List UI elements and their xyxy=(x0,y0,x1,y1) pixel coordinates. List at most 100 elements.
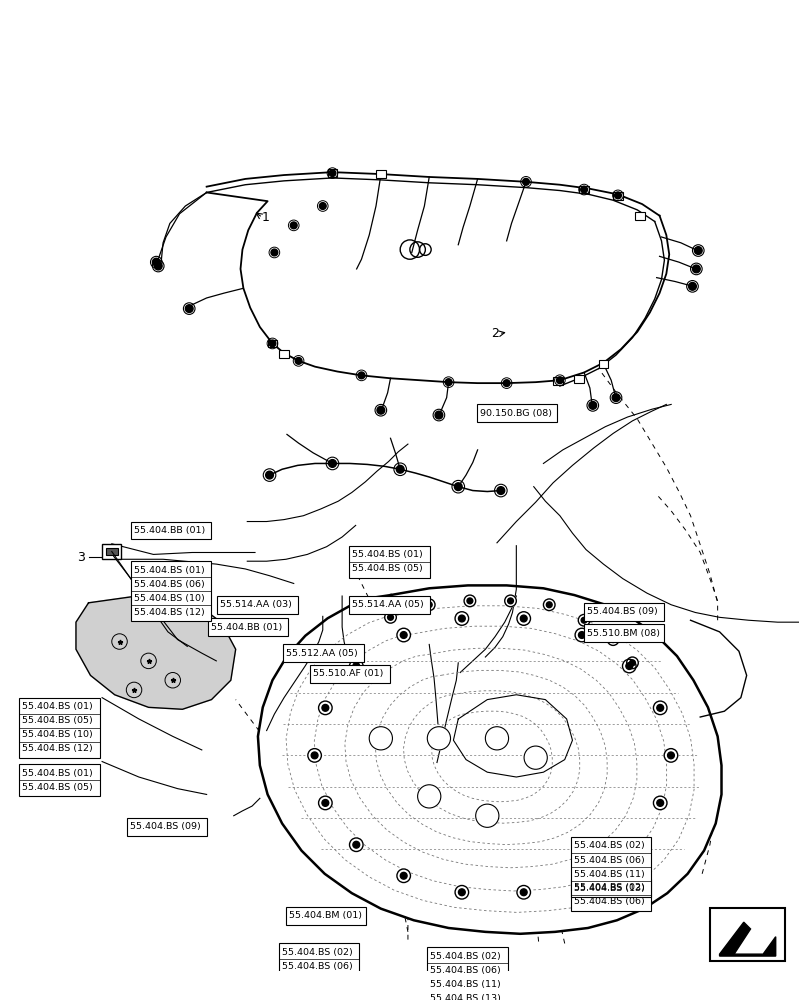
Text: 55.404.BS (01): 55.404.BS (01) xyxy=(134,566,204,575)
Circle shape xyxy=(328,460,336,467)
Text: 55.404.BS (06): 55.404.BS (06) xyxy=(573,856,644,865)
Circle shape xyxy=(653,701,666,715)
Text: 55.404.BS (05): 55.404.BS (05) xyxy=(22,716,93,725)
FancyBboxPatch shape xyxy=(634,212,644,220)
Circle shape xyxy=(577,872,585,879)
Text: 55.510.AF (01): 55.510.AF (01) xyxy=(313,669,383,678)
Text: 55.404.BS (02): 55.404.BS (02) xyxy=(573,841,644,850)
Circle shape xyxy=(268,340,276,347)
Circle shape xyxy=(577,614,589,626)
Circle shape xyxy=(358,372,364,379)
Circle shape xyxy=(607,634,618,645)
FancyBboxPatch shape xyxy=(327,169,337,177)
Text: 3: 3 xyxy=(77,551,84,564)
FancyBboxPatch shape xyxy=(349,596,429,614)
FancyBboxPatch shape xyxy=(208,618,288,636)
Text: 1: 1 xyxy=(261,211,269,224)
Circle shape xyxy=(626,657,637,669)
Circle shape xyxy=(349,838,363,852)
Circle shape xyxy=(185,305,193,312)
Circle shape xyxy=(369,727,392,750)
FancyBboxPatch shape xyxy=(552,377,562,385)
Circle shape xyxy=(520,889,526,896)
Circle shape xyxy=(400,872,406,879)
Text: 55.404.BS (13): 55.404.BS (13) xyxy=(430,994,500,1000)
Text: 55.404.BS (02): 55.404.BS (02) xyxy=(573,883,644,892)
Circle shape xyxy=(318,796,332,810)
FancyBboxPatch shape xyxy=(283,644,363,662)
Circle shape xyxy=(400,632,406,638)
FancyBboxPatch shape xyxy=(279,350,289,358)
Circle shape xyxy=(353,841,359,848)
Polygon shape xyxy=(719,922,775,956)
Circle shape xyxy=(454,885,468,899)
Circle shape xyxy=(520,615,526,622)
FancyBboxPatch shape xyxy=(131,522,211,539)
Text: 55.404.BS (06): 55.404.BS (06) xyxy=(134,580,204,589)
Text: 55.404.BS (01): 55.404.BS (01) xyxy=(352,550,423,559)
Circle shape xyxy=(454,612,468,625)
Circle shape xyxy=(629,660,634,666)
Circle shape xyxy=(496,487,504,494)
Circle shape xyxy=(458,889,465,896)
FancyBboxPatch shape xyxy=(583,624,663,642)
Circle shape xyxy=(295,357,302,364)
FancyBboxPatch shape xyxy=(375,170,385,178)
Circle shape xyxy=(307,749,321,762)
Text: 55.404.BS (11): 55.404.BS (11) xyxy=(430,980,500,989)
Text: 55.404.BS (09): 55.404.BS (09) xyxy=(130,822,200,831)
FancyBboxPatch shape xyxy=(131,561,211,621)
Circle shape xyxy=(656,800,663,806)
Circle shape xyxy=(622,838,635,852)
Circle shape xyxy=(625,841,632,848)
Text: 55.404.BS (06): 55.404.BS (06) xyxy=(281,962,352,971)
Circle shape xyxy=(543,599,555,611)
Text: 55.404.BS (09): 55.404.BS (09) xyxy=(586,607,656,616)
Text: 55.404.BM (01): 55.404.BM (01) xyxy=(289,911,361,920)
FancyBboxPatch shape xyxy=(476,404,556,422)
Text: 55.404.BB (01): 55.404.BB (01) xyxy=(211,623,281,632)
FancyBboxPatch shape xyxy=(268,340,277,347)
Circle shape xyxy=(546,602,551,608)
Text: 55.404.BS (12): 55.404.BS (12) xyxy=(22,744,93,753)
Circle shape xyxy=(464,595,475,607)
Text: 55.404.BS (01): 55.404.BS (01) xyxy=(22,769,93,778)
Circle shape xyxy=(622,659,635,673)
Circle shape xyxy=(318,701,332,715)
Circle shape xyxy=(653,796,666,810)
Circle shape xyxy=(663,749,677,762)
Circle shape xyxy=(588,402,596,409)
Text: 55.404.BS (10): 55.404.BS (10) xyxy=(22,730,93,739)
Circle shape xyxy=(503,380,509,387)
FancyBboxPatch shape xyxy=(709,908,784,961)
FancyBboxPatch shape xyxy=(583,603,663,621)
Circle shape xyxy=(290,222,297,229)
FancyBboxPatch shape xyxy=(106,548,118,555)
Circle shape xyxy=(475,804,498,827)
Text: 55.404.BS (12): 55.404.BS (12) xyxy=(134,608,204,617)
Circle shape xyxy=(154,262,162,270)
Circle shape xyxy=(427,727,450,750)
Circle shape xyxy=(485,727,508,750)
Text: 55.404.BS (11): 55.404.BS (11) xyxy=(573,870,644,879)
Polygon shape xyxy=(258,585,721,934)
Polygon shape xyxy=(76,595,235,709)
FancyBboxPatch shape xyxy=(578,186,588,193)
Circle shape xyxy=(556,377,563,384)
Circle shape xyxy=(271,249,277,256)
Circle shape xyxy=(152,258,160,266)
FancyBboxPatch shape xyxy=(570,837,650,897)
FancyBboxPatch shape xyxy=(612,192,622,200)
FancyBboxPatch shape xyxy=(285,907,366,925)
Text: 55.512.AA (05): 55.512.AA (05) xyxy=(286,649,358,658)
Circle shape xyxy=(574,628,588,642)
Circle shape xyxy=(625,663,632,669)
FancyBboxPatch shape xyxy=(349,546,429,578)
FancyBboxPatch shape xyxy=(570,879,650,911)
FancyBboxPatch shape xyxy=(598,360,607,368)
Circle shape xyxy=(387,614,393,620)
Circle shape xyxy=(417,785,440,808)
Text: 55.404.BS (05): 55.404.BS (05) xyxy=(352,564,423,573)
Circle shape xyxy=(609,637,616,642)
Circle shape xyxy=(328,170,336,176)
